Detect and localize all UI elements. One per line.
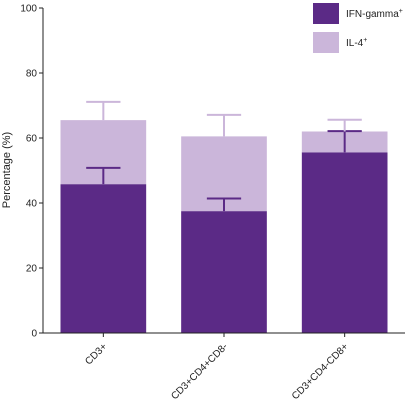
- error-bars: [86, 100, 362, 212]
- x-tick-label-cd3-cd4-cd8: CD3+CD4-CD8+: [290, 341, 351, 402]
- y-tick-label-20: 20: [26, 264, 38, 275]
- x-tick-label-cd3: CD3+: [83, 341, 109, 367]
- y-tick-label-40: 40: [26, 199, 38, 210]
- y-tick-label-100: 100: [20, 4, 37, 15]
- y-axis: 0 20 40 60 80 100: [20, 4, 44, 340]
- legend-label-ifn-gamma: IFN-gamma+: [346, 8, 403, 20]
- legend-label-ifn-gamma-sup: +: [399, 8, 403, 15]
- legend: IFN-gamma+ IL-4+: [313, 3, 403, 53]
- bar-ifn-gamma-cd3-cd4-cd8: [301, 152, 388, 333]
- bar-ifn-gamma-cd3-cd4-cd8: [181, 211, 267, 333]
- bar-ifn-gamma-cd3: [60, 184, 147, 333]
- y-tick-label-0: 0: [31, 329, 37, 340]
- x-tick-label-cd3-cd4-cd8: CD3+CD4+CD8-: [169, 341, 230, 402]
- legend-label-ifn-gamma-text: IFN-gamma: [346, 9, 399, 20]
- legend-label-il-4-sup: +: [363, 37, 367, 44]
- x-axis: CD3+ CD3+CD4+CD8- CD3+CD4-CD8+: [43, 332, 405, 402]
- legend-swatch-il-4: [313, 32, 339, 53]
- y-tick-label-80: 80: [26, 69, 38, 80]
- y-tick-label-60: 60: [26, 134, 38, 145]
- y-axis-title: Percentage (%): [1, 132, 13, 208]
- legend-label-il-4: IL-4+: [346, 37, 367, 49]
- bars: [60, 120, 388, 333]
- legend-swatch-ifn-gamma: [313, 3, 339, 24]
- legend-label-il-4-text: IL-4: [346, 38, 364, 49]
